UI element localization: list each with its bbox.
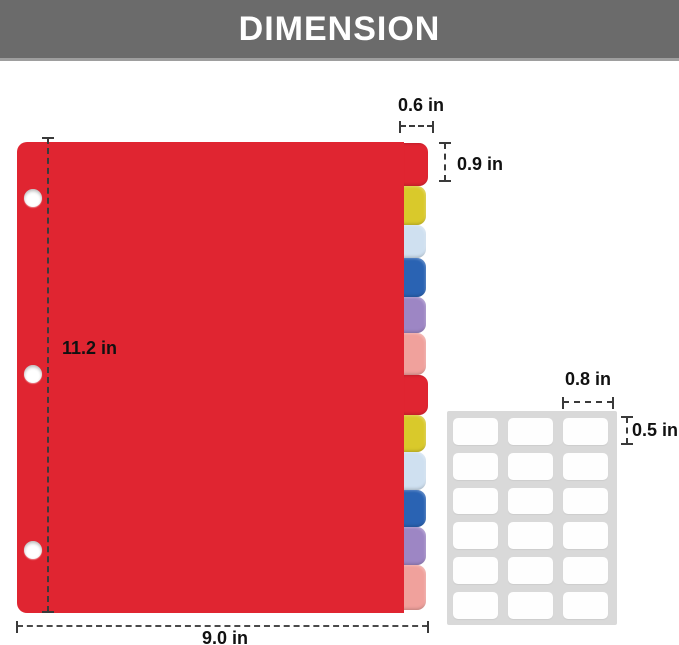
divider-tab-blue — [400, 258, 426, 297]
dim-label-tab-width: 0.6 in — [397, 95, 445, 115]
blank-label — [508, 418, 553, 445]
divider-tab-red — [400, 375, 428, 415]
punch-hole — [24, 189, 42, 207]
dim-line-sheet-width — [16, 621, 429, 633]
blank-label — [563, 592, 608, 619]
dim-label-label-height: 0.5 in — [632, 420, 679, 440]
blank-label — [453, 522, 498, 550]
divider-tab-light-blue — [400, 452, 426, 490]
punch-hole — [24, 541, 42, 559]
blank-label — [453, 557, 498, 585]
divider-tab-red — [400, 143, 428, 186]
dim-label-sheet-height: 11.2 in — [62, 338, 118, 358]
blank-label — [563, 522, 608, 550]
blank-label — [453, 418, 498, 445]
dim-line-tab-height — [439, 142, 451, 182]
blank-label — [453, 487, 498, 515]
blank-label — [508, 522, 553, 550]
label-sheet — [447, 411, 617, 625]
divider-tab-blue — [400, 490, 426, 527]
dim-label-tab-height: 0.9 in — [457, 154, 504, 174]
dim-line-tab-width — [399, 121, 434, 133]
blank-label — [508, 557, 553, 585]
blank-label — [453, 452, 498, 480]
punch-hole — [24, 365, 42, 383]
dim-line-label-width — [562, 397, 614, 409]
divider-sheet — [17, 142, 404, 613]
blank-label — [508, 452, 553, 480]
divider-tab-light-blue — [400, 225, 426, 258]
divider-tab-purple — [400, 297, 426, 333]
blank-label — [508, 487, 553, 515]
divider-tab-pink — [400, 333, 426, 375]
blank-label — [508, 592, 553, 619]
dim-label-label-width: 0.8 in — [564, 369, 612, 389]
blank-label — [563, 487, 608, 515]
divider-tab-yellow — [400, 415, 426, 452]
blank-label — [453, 592, 498, 619]
dim-line-sheet-height — [42, 137, 54, 613]
blank-label — [563, 452, 608, 480]
dim-label-sheet-width: 9.0 in — [201, 628, 249, 645]
blank-label — [563, 557, 608, 585]
dim-line-label-height — [621, 416, 633, 445]
divider-tab-yellow — [400, 186, 426, 225]
blank-label — [563, 418, 608, 445]
title-banner: DIMENSION — [0, 0, 679, 61]
label-grid — [447, 411, 617, 625]
divider-tab-pink — [400, 565, 426, 610]
divider-tab-purple — [400, 527, 426, 565]
page-title: DIMENSION — [238, 10, 441, 48]
